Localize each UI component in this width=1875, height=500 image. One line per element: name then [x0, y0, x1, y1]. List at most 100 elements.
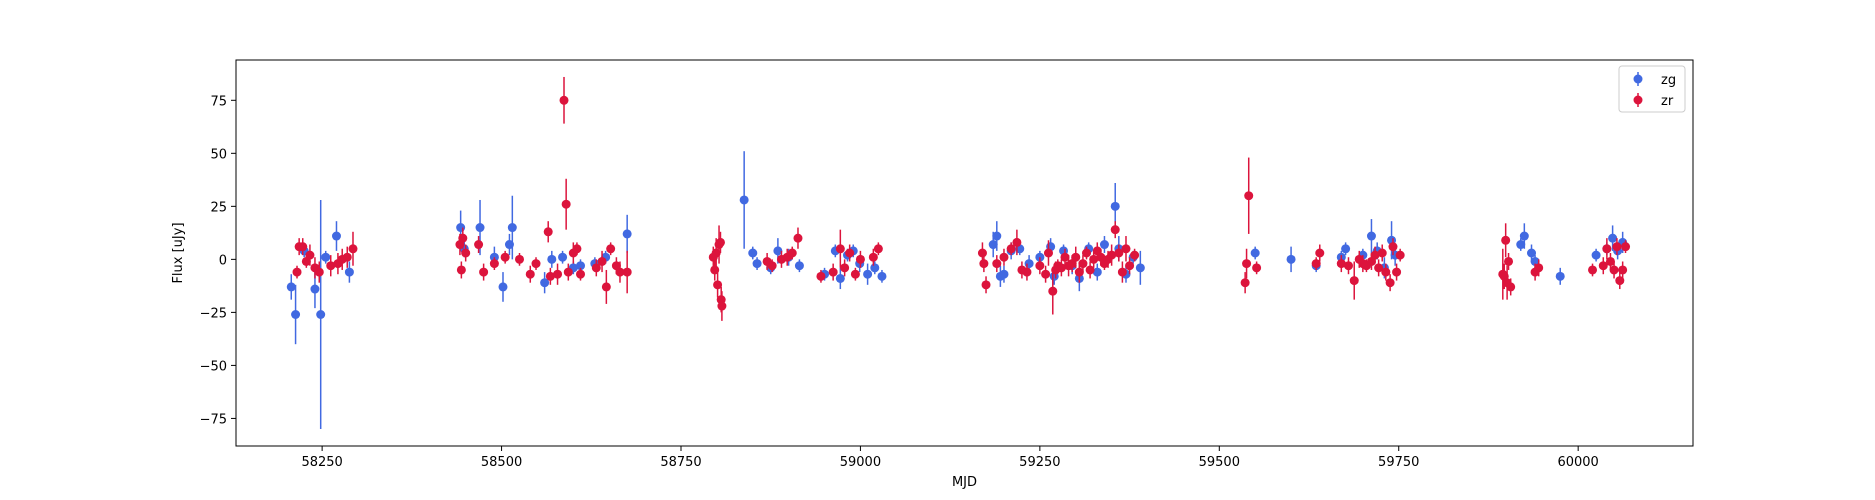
y-tick-label: 0 [219, 253, 227, 268]
plot-frame [235, 59, 1694, 447]
zr-data-point [1043, 248, 1053, 258]
zg-data-point [1092, 267, 1102, 277]
zr-data-point [840, 263, 850, 273]
zr-data-point [305, 250, 315, 260]
zg-data-point [547, 254, 557, 264]
zr-data-point [816, 271, 826, 281]
x-tick-label: 60000 [1557, 455, 1598, 470]
zr-data-point [563, 267, 573, 277]
zg-data-point [1516, 240, 1526, 250]
zr-data-point [828, 267, 838, 277]
zg-data-point [773, 246, 783, 256]
zg-data-point [316, 310, 326, 320]
zr-data-point [326, 261, 336, 271]
zr-data-point [342, 252, 352, 262]
zr-data-point [1089, 254, 1099, 264]
y-tick-label: 50 [210, 147, 227, 162]
y-tick-label: −75 [200, 412, 227, 427]
zr-data-point [1074, 267, 1084, 277]
legend-marker [1633, 95, 1643, 105]
zr-data-point [1618, 265, 1628, 275]
zg-data-point [1591, 250, 1601, 260]
zr-data-point [572, 244, 582, 254]
x-tick-label: 58750 [660, 455, 701, 470]
zr-data-point [1071, 252, 1081, 262]
zg-data-point [863, 269, 873, 279]
zg-data-point [999, 269, 1009, 279]
zr-data-point [1315, 248, 1325, 258]
zr-data-point [1244, 191, 1254, 201]
zr-data-point [1006, 244, 1016, 254]
zr-data-point [515, 254, 525, 264]
zg-data-point [1366, 231, 1376, 241]
zg-data-point [291, 310, 301, 320]
legend-entry-zg: zg [1633, 72, 1676, 88]
zg-data-point [1608, 233, 1618, 243]
zr-data-point [1121, 244, 1131, 254]
zr-data-point [1056, 263, 1066, 273]
zr-data-point [553, 269, 563, 279]
zg-data-point [1519, 231, 1529, 241]
zr-data-point [835, 244, 845, 254]
zg-data-point [835, 273, 845, 283]
zr-data-point [855, 254, 865, 264]
zr-data-point [559, 95, 569, 105]
zr-data-point [1022, 267, 1032, 277]
zg-data-point [752, 259, 762, 269]
zr-data-point [1395, 250, 1405, 260]
zr-data-point [1392, 267, 1402, 277]
zg-data-point [988, 240, 998, 250]
zr-data-point [1048, 286, 1058, 296]
zr-data-point [1385, 278, 1395, 288]
zr-data-point [1612, 242, 1622, 252]
zr-data-point [717, 301, 727, 311]
zr-data-point [292, 267, 302, 277]
zr-data-point [1506, 282, 1516, 292]
zr-data-point [793, 233, 803, 243]
zr-data-point [1381, 267, 1391, 277]
zr-data-point [999, 252, 1009, 262]
zr-data-point [561, 199, 571, 209]
zg-data-point [1250, 248, 1260, 258]
zr-data-point [1336, 259, 1346, 269]
y-tick-label: −25 [200, 306, 227, 321]
zr-data-point [474, 240, 484, 250]
x-tick-label: 59750 [1378, 455, 1419, 470]
zr-data-point [1311, 259, 1321, 269]
zg-data-point [1024, 259, 1034, 269]
zg-data-point [1135, 263, 1145, 273]
zr-data-point [622, 267, 632, 277]
zr-data-point [1388, 242, 1398, 252]
zg-data-point [498, 282, 508, 292]
zg-data-point [992, 231, 1002, 241]
zr-data-point [1349, 276, 1359, 286]
zr-data-point [525, 269, 535, 279]
zg-data-point [558, 252, 568, 262]
zr-data-point [545, 271, 555, 281]
zr-data-point [1343, 261, 1353, 271]
zg-data-point [1099, 240, 1109, 250]
zg-data-point [344, 267, 354, 277]
zr-data-point [1085, 265, 1095, 275]
zr-data-point [591, 263, 601, 273]
legend-entry-zr: zr [1633, 93, 1674, 109]
x-tick-label: 59500 [1199, 455, 1240, 470]
zg-data-point [739, 195, 749, 205]
series-zr [292, 76, 1631, 321]
zr-data-point [615, 267, 625, 277]
zr-data-point [787, 248, 797, 258]
y-tick-label: 25 [210, 200, 227, 215]
x-tick-label: 59000 [840, 455, 881, 470]
zr-data-point [1588, 265, 1598, 275]
zr-data-point [576, 269, 586, 279]
zr-data-point [1374, 263, 1384, 273]
legend-marker [1633, 74, 1643, 84]
zr-data-point [1609, 265, 1619, 275]
zr-data-point [713, 280, 723, 290]
zr-data-point [1110, 225, 1120, 235]
zr-data-point [1598, 261, 1608, 271]
zg-data-point [1110, 201, 1120, 211]
zr-data-point [715, 237, 725, 247]
